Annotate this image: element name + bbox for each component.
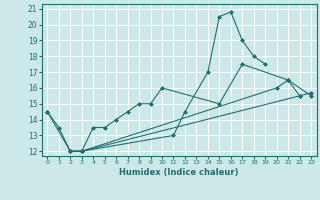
- X-axis label: Humidex (Indice chaleur): Humidex (Indice chaleur): [119, 168, 239, 177]
